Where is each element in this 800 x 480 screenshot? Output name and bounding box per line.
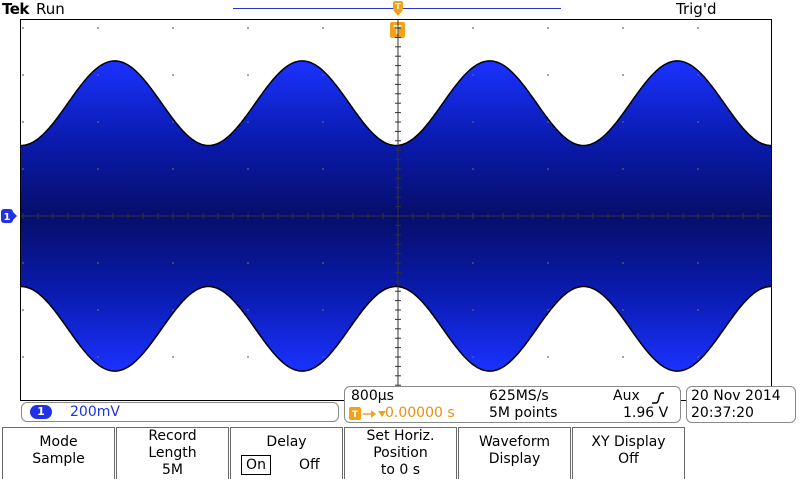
date-time-readout: 20 Nov 2014 20:37:20 (686, 386, 796, 423)
delay-softkey[interactable]: Delay On Off (230, 427, 343, 479)
set-horiz-position-softkey[interactable]: Set Horiz. Position to 0 s (344, 427, 457, 479)
delay-label: Delay (266, 434, 307, 450)
channel1-readout[interactable]: 1 200mV (21, 402, 339, 422)
envelope-lower-edge (21, 285, 771, 372)
brand-logo: Tek (2, 0, 29, 18)
sample-rate: 625MS/s (489, 388, 549, 404)
channel1-vertical-scale: 200mV (70, 404, 120, 420)
xy-display-value: Off (618, 451, 639, 467)
set-horiz-position-value: to 0 s (380, 462, 421, 478)
waveform-display-value: Display (488, 451, 541, 467)
svg-text:T: T (352, 410, 359, 420)
trigger-level: 1.96 V (623, 405, 669, 421)
date: 20 Nov 2014 (691, 388, 781, 404)
trigger-delay-icon: T (349, 407, 386, 420)
set-horiz-position-label: Set Horiz. Position (366, 428, 435, 461)
channel1-ground-marker-icon[interactable]: 1 (1, 209, 17, 223)
mode-softkey[interactable]: Mode Sample (2, 427, 115, 479)
xy-display-softkey[interactable]: XY Display Off (572, 427, 685, 479)
channel1-badge: 1 (30, 405, 52, 419)
acquisition-state: Run (36, 0, 65, 18)
xy-display-label: XY Display (591, 434, 666, 450)
svg-text:1: 1 (4, 212, 11, 223)
trigger-source: Aux (613, 388, 640, 404)
mode-label: Mode (39, 434, 78, 450)
delay-off-option[interactable]: Off (299, 457, 320, 473)
record-length-label: Record Length (148, 428, 197, 461)
record-length-value: 5M (162, 462, 183, 478)
record-length-points: 5M points (489, 405, 558, 421)
trigger-state: Trig'd (676, 0, 717, 18)
time-per-division: 800µs (351, 388, 394, 404)
svg-text:T: T (395, 2, 401, 11)
waveform-display-softkey[interactable]: Waveform Display (458, 427, 571, 479)
trigger-position-indicator-icon: T (393, 1, 403, 16)
envelope-upper-edge (21, 60, 771, 147)
rising-edge-icon (652, 392, 664, 404)
horizontal-readout[interactable]: 800µs 625MS/s Aux T 0.00000 s 5M points … (344, 386, 681, 423)
mode-value: Sample (32, 451, 85, 467)
waveform-display (21, 20, 771, 400)
delay-on-option[interactable]: On (241, 455, 271, 475)
trigger-position-time: 0.00000 s (385, 405, 455, 421)
record-length-softkey[interactable]: Record Length 5M (116, 427, 229, 479)
time: 20:37:20 (691, 405, 754, 421)
waveform-graticule[interactable] (20, 19, 772, 401)
waveform-display-label: Waveform (478, 434, 551, 450)
